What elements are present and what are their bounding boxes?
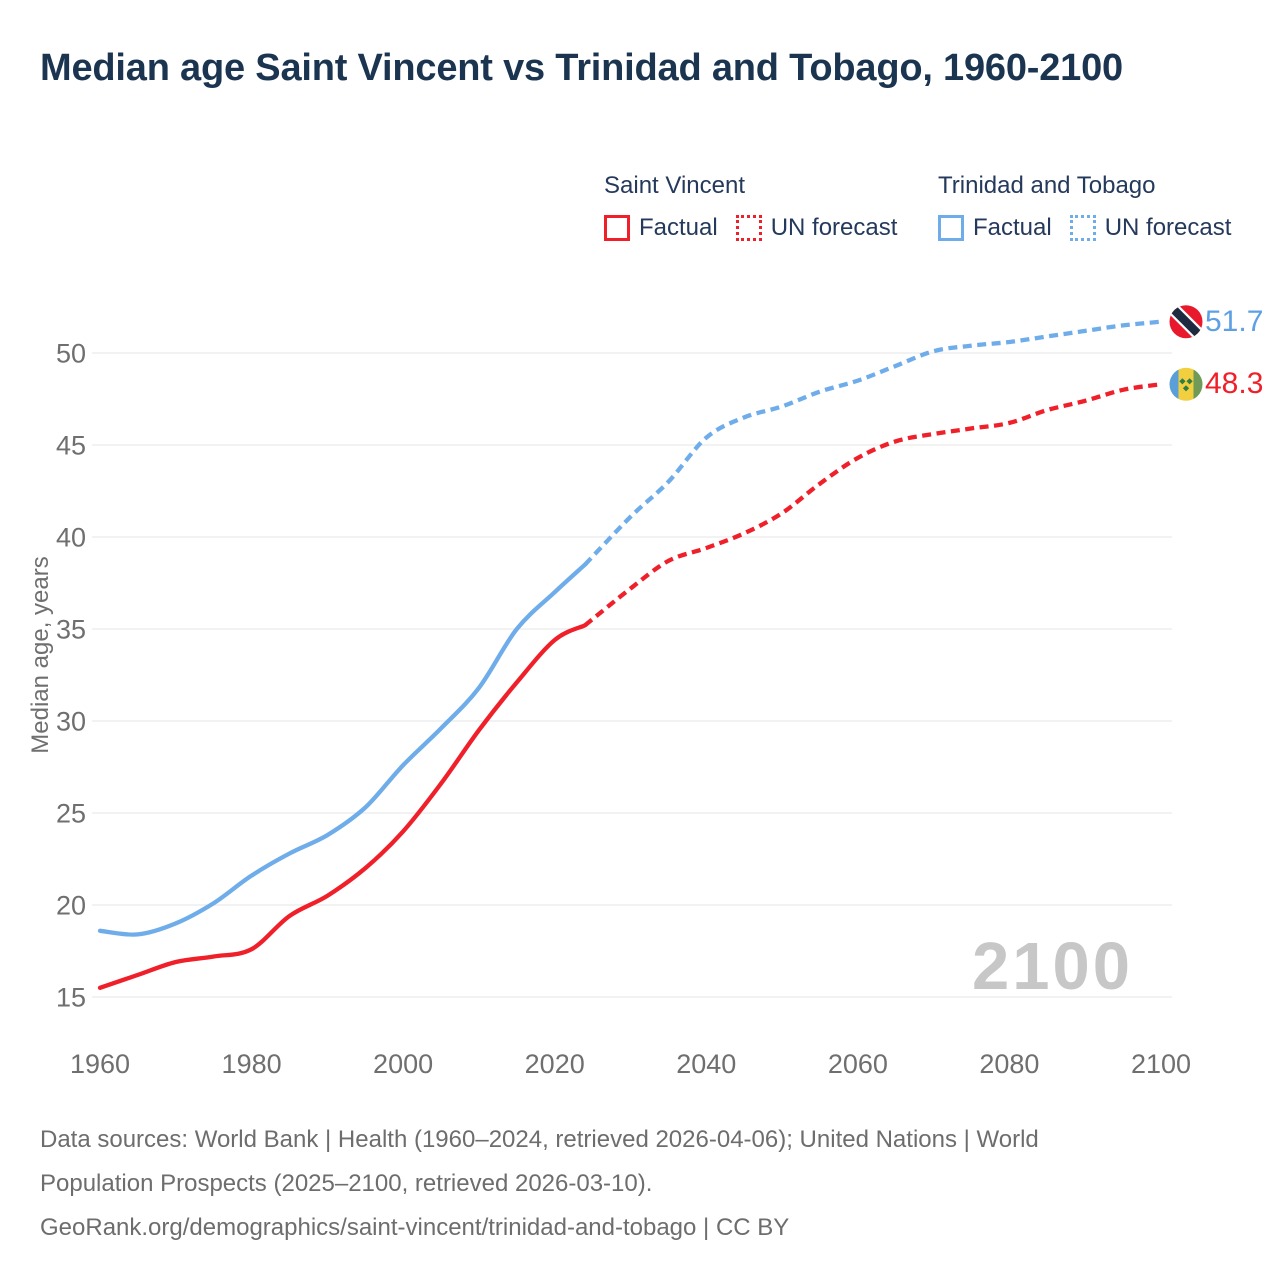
x-tick-label: 2080	[979, 1049, 1039, 1079]
legend-item-label: UN forecast	[770, 214, 898, 241]
data-sources-line-2: Population Prospects (2025–2100, retriev…	[40, 1170, 653, 1197]
page-title: Median age Saint Vincent vs Trinidad and…	[40, 47, 1123, 89]
x-tick-label: 1980	[222, 1049, 282, 1079]
series-forecast-line	[583, 319, 1162, 567]
y-tick-label: 30	[56, 707, 86, 737]
factual-swatch-icon	[604, 215, 630, 241]
legend-group-trinidad-and-tobago: Trinidad and Tobago Factual UN forecast	[938, 172, 1231, 242]
watermark-year: 2100	[972, 929, 1134, 1004]
legend-group-title: Saint Vincent	[604, 172, 745, 199]
end-value-label-saint-vincent: 48.3	[1205, 365, 1263, 403]
legend-row: Factual UN forecast	[938, 214, 1231, 242]
legend-group-title: Trinidad and Tobago	[938, 172, 1156, 199]
legend-row: Factual UN forecast	[604, 214, 897, 242]
x-tick-label: 2040	[676, 1049, 736, 1079]
end-value-label-trinidad: 51.7	[1205, 303, 1263, 341]
legend-item-tt-factual[interactable]: Factual	[938, 214, 1052, 242]
data-sources-line-1: Data sources: World Bank | Health (1960–…	[40, 1126, 1039, 1153]
legend-item-label: UN forecast	[1104, 214, 1232, 241]
legend-item-sv-factual[interactable]: Factual	[604, 214, 718, 242]
forecast-swatch-icon	[735, 215, 762, 241]
factual-swatch-icon	[938, 215, 964, 241]
x-tick-label: 2060	[828, 1049, 888, 1079]
end-value-text: 48.3	[1205, 367, 1264, 400]
x-tick-label: 2100	[1131, 1049, 1191, 1079]
y-tick-label: 35	[56, 615, 86, 645]
legend-item-label: Factual	[973, 214, 1052, 241]
legend-item-tt-forecast[interactable]: UN forecast	[1069, 214, 1232, 242]
y-tick-label: 45	[56, 431, 86, 461]
y-tick-label: 25	[56, 799, 86, 829]
legend-item-sv-forecast[interactable]: UN forecast	[735, 214, 898, 242]
gridlines	[92, 352, 1172, 998]
x-tick-label: 1960	[70, 1049, 130, 1079]
x-tick-label: 2020	[525, 1049, 585, 1079]
y-axis-title: Median age, years	[27, 556, 54, 753]
data-series	[97, 319, 1162, 990]
x-tick-label: 2000	[373, 1049, 433, 1079]
end-value-text: 51.7	[1205, 305, 1264, 338]
footer: Data sources: World Bank | Health (1960–…	[40, 1118, 1250, 1250]
attribution-line: GeoRank.org/demographics/saint-vincent/t…	[40, 1214, 790, 1241]
series-factual-line	[97, 623, 588, 990]
series-factual-line	[97, 562, 588, 937]
trinidad-and-tobago-flag-icon	[1169, 305, 1203, 339]
legend-group-saint-vincent: Saint Vincent Factual UN forecast	[604, 172, 897, 242]
y-tick-label: 40	[56, 523, 86, 553]
legend-item-label: Factual	[639, 214, 718, 241]
y-tick-label: 50	[56, 339, 86, 369]
y-tick-label: 20	[56, 891, 86, 921]
forecast-swatch-icon	[1069, 215, 1096, 241]
saint-vincent-flag-icon	[1169, 367, 1203, 401]
series-forecast-line	[583, 382, 1162, 627]
y-tick-label: 15	[56, 983, 86, 1013]
